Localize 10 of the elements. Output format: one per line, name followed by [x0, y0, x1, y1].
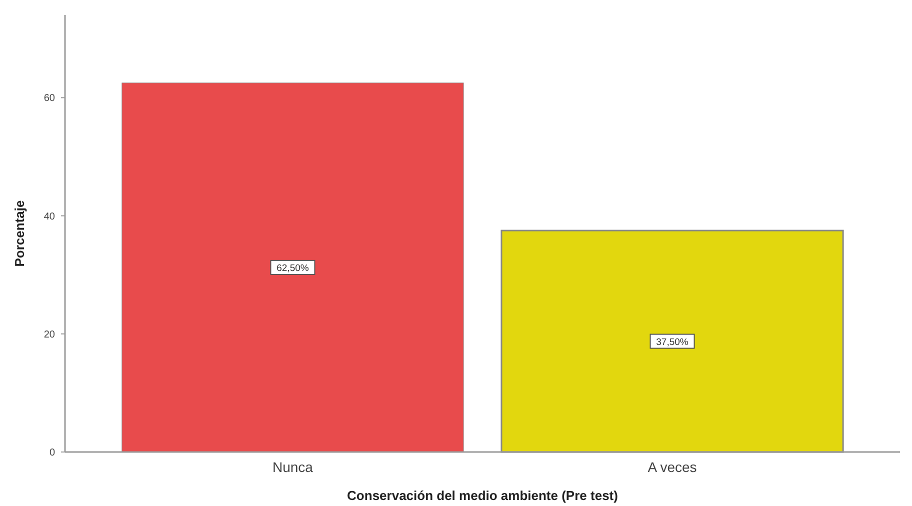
data-label: 62,50% — [276, 262, 310, 274]
data-label: 37,50% — [656, 336, 689, 348]
x-tick-label: Nunca — [272, 459, 314, 475]
x-axis-title: Conservación del medio ambiente (Pre test) — [347, 488, 618, 503]
y-axis-title: Porcentaje — [12, 200, 27, 267]
y-tick-label: 0 — [49, 448, 56, 458]
x-tick-label: A veces — [648, 459, 697, 475]
y-tick-label: 60 — [44, 93, 56, 104]
y-tick-label: 20 — [44, 329, 56, 340]
y-tick-label: 40 — [44, 211, 56, 222]
